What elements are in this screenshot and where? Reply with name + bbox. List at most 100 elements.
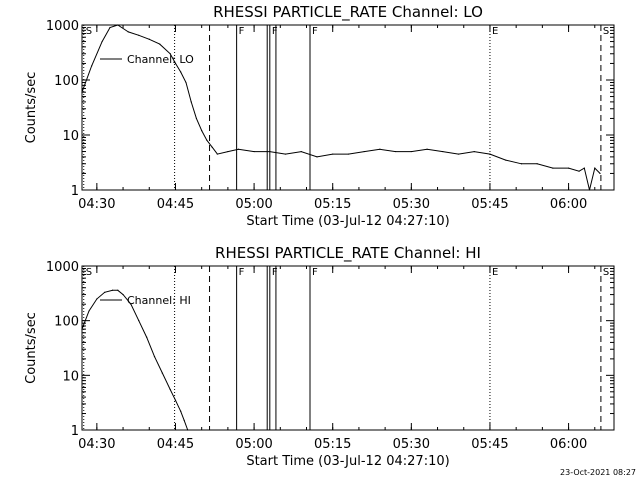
data-point	[104, 291, 106, 293]
event-marker-label: E	[492, 26, 498, 37]
data-point	[185, 81, 187, 84]
data-point	[316, 156, 318, 158]
data-point	[216, 153, 219, 155]
x-tick-label: 05:00	[235, 437, 272, 452]
data-point	[410, 150, 412, 153]
event-marker-label: S	[86, 26, 92, 37]
x-tick-label: 05:15	[314, 197, 351, 212]
data-point	[237, 148, 239, 150]
y-axis-label: Counts/sec	[24, 312, 39, 384]
x-tick-label: 05:00	[235, 197, 272, 212]
data-point	[109, 26, 111, 29]
data-point	[583, 167, 585, 169]
y-tick-label: 1	[71, 424, 79, 439]
data-point	[127, 31, 129, 33]
x-tick-label: 06:00	[550, 437, 587, 452]
data-point	[169, 53, 171, 55]
data-point	[96, 298, 98, 300]
data-point	[148, 38, 150, 40]
data-point	[117, 24, 119, 26]
event-marker-label: S	[603, 26, 609, 37]
y-axis-label: Counts/sec	[24, 72, 39, 144]
data-point	[206, 139, 208, 141]
y-tick-label: 1000	[46, 260, 79, 275]
x-tick-label: 05:30	[393, 197, 430, 212]
data-point	[578, 170, 580, 172]
data-point	[180, 71, 182, 73]
data-point	[269, 150, 271, 153]
data-point	[138, 34, 140, 36]
y-tick-label: 100	[54, 315, 79, 330]
data-point	[588, 189, 591, 191]
legend-label: Channel: HI	[127, 294, 191, 307]
data-point	[300, 150, 302, 153]
panel-hi-channel: RHESSI PARTICLE_RATE Channel: HI 1 10 100 10…	[24, 244, 615, 469]
data-point	[426, 148, 428, 150]
x-tick-label: 05:15	[314, 437, 351, 452]
data-point	[187, 429, 189, 431]
data-point	[347, 153, 350, 155]
x-axis-label: Start Time (03-Jul-12 04:27:10)	[246, 214, 449, 229]
plot-frame	[81, 24, 615, 191]
plot-frame	[81, 265, 615, 431]
x-tick-label: 04:30	[78, 197, 115, 212]
data-point	[174, 62, 177, 65]
event-marker-label: F	[239, 267, 245, 278]
legend-label: Channel: LO	[127, 53, 194, 66]
x-tick-label: 05:45	[471, 197, 508, 212]
data-point	[599, 172, 601, 175]
data-point	[442, 150, 444, 153]
data-point	[505, 159, 507, 161]
data-point	[227, 150, 229, 153]
data-point	[567, 167, 570, 169]
data-point	[552, 167, 554, 169]
data-point	[489, 153, 491, 155]
data-point	[201, 130, 203, 132]
y-tick-label: 1	[71, 184, 79, 199]
data-point	[195, 117, 198, 120]
y-tick-label: 10	[62, 369, 79, 384]
x-tick-label: 04:45	[157, 437, 194, 452]
event-marker-label: E	[492, 267, 498, 278]
plot-timestamp: 23-Oct-2021 08:27	[560, 468, 636, 477]
data-point	[159, 43, 161, 45]
data-point	[520, 163, 523, 165]
chart-title: RHESSI PARTICLE_RATE Channel: HI	[215, 244, 481, 263]
data-point	[211, 146, 213, 148]
panel-lo-channel: RHESSI PARTICLE_RATE Channel: LO 1 10 100 10…	[24, 3, 615, 229]
data-point	[101, 40, 103, 43]
event-marker-label: F	[239, 26, 245, 37]
data-point	[169, 388, 171, 391]
data-point	[117, 289, 119, 291]
data-point	[253, 150, 255, 153]
x-tick-label: 05:30	[393, 437, 430, 452]
data-point	[174, 399, 177, 401]
x-tick-label: 04:30	[78, 437, 115, 452]
data-point	[183, 419, 185, 421]
event-marker-label: F	[312, 26, 318, 37]
data-point	[146, 336, 148, 338]
y-tick-label: 100	[54, 74, 79, 89]
data-point	[594, 167, 596, 169]
data-point	[130, 303, 132, 305]
series-line	[81, 289, 189, 431]
event-marker-label: F	[272, 26, 278, 37]
data-point	[395, 150, 397, 153]
event-marker-label: F	[312, 267, 318, 278]
x-tick-label: 04:45	[157, 197, 194, 212]
data-point	[88, 310, 90, 312]
y-tick-label: 10	[62, 129, 79, 144]
y-tick-label: 1000	[46, 19, 79, 34]
data-point	[363, 150, 365, 153]
data-point	[111, 289, 114, 291]
x-axis-label: Start Time (03-Jul-12 04:27:10)	[246, 454, 449, 469]
data-point	[91, 65, 93, 67]
data-point	[180, 410, 182, 412]
event-marker-label: S	[86, 267, 92, 278]
series-line	[81, 24, 601, 191]
x-tick-label: 06:00	[550, 197, 587, 212]
data-point	[153, 356, 156, 358]
data-point	[161, 372, 163, 374]
